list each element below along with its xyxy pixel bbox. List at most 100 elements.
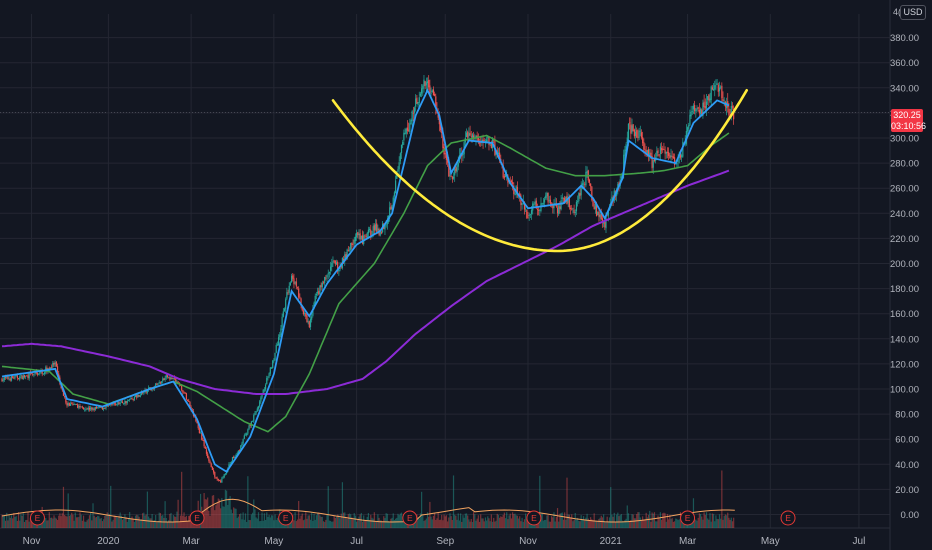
currency-button[interactable]: USD bbox=[900, 5, 926, 20]
candle-body bbox=[345, 254, 347, 259]
candle-body bbox=[220, 480, 222, 483]
candle-body bbox=[106, 405, 108, 407]
ema-fast-line bbox=[1, 88, 730, 474]
candle-body bbox=[638, 130, 640, 138]
volume-bar bbox=[301, 513, 303, 528]
volume-bar bbox=[19, 520, 21, 528]
volume-bar bbox=[482, 518, 484, 528]
candle-body bbox=[551, 203, 553, 205]
volume-bar bbox=[257, 512, 260, 528]
volume-bar bbox=[429, 501, 431, 528]
volume-bar bbox=[431, 519, 433, 528]
candle-body bbox=[90, 407, 92, 410]
candle-body bbox=[593, 206, 595, 209]
volume-bar bbox=[324, 521, 326, 528]
volume-bar bbox=[663, 512, 665, 528]
volume-bar bbox=[486, 520, 488, 528]
candle-body bbox=[69, 403, 72, 406]
candle-body bbox=[130, 398, 132, 400]
candle-body bbox=[246, 433, 248, 436]
volume-bar bbox=[610, 487, 612, 528]
volume-bar bbox=[601, 517, 604, 528]
earnings-marker-label: E bbox=[407, 513, 413, 523]
cup-pattern-drawing[interactable] bbox=[331, 89, 748, 253]
candle-body bbox=[68, 403, 70, 406]
candle-body bbox=[442, 132, 444, 148]
candle-body bbox=[376, 223, 378, 232]
volume-bar bbox=[223, 506, 225, 528]
candle-body bbox=[658, 154, 660, 156]
price-axis[interactable]: 0.00 20.00 40.00 60.00 80.00 100.00 120.00 140.… bbox=[890, 33, 919, 521]
candle-body bbox=[723, 100, 725, 102]
candle-body bbox=[28, 373, 30, 379]
candle-body bbox=[707, 96, 709, 100]
candle-body bbox=[450, 175, 452, 177]
volume-bar bbox=[69, 515, 72, 528]
volume-bar bbox=[256, 518, 258, 528]
candle-body bbox=[429, 85, 431, 93]
candle-body bbox=[651, 156, 653, 169]
volume-bar bbox=[508, 515, 510, 528]
volume-bar bbox=[458, 520, 461, 528]
volume-bar bbox=[262, 520, 264, 528]
volume-bar bbox=[216, 502, 218, 528]
volume-bar bbox=[364, 520, 366, 528]
candle-body bbox=[12, 376, 14, 378]
volume-bar bbox=[353, 513, 355, 528]
candle-body bbox=[402, 141, 404, 146]
candle-body bbox=[331, 262, 333, 268]
cup-curve bbox=[331, 89, 748, 253]
candle-body bbox=[483, 140, 485, 142]
candle-body bbox=[367, 229, 370, 234]
volume-bar bbox=[273, 520, 275, 528]
candle-body bbox=[653, 159, 656, 162]
candle-body bbox=[94, 407, 96, 410]
candle-body bbox=[428, 79, 430, 88]
volume-bar bbox=[184, 516, 186, 528]
x-tick-label: Sep bbox=[436, 536, 454, 547]
volume-bar bbox=[334, 517, 336, 528]
volume-bar bbox=[130, 518, 132, 528]
candle-body bbox=[409, 123, 411, 133]
earnings-marker-circle bbox=[526, 510, 542, 526]
volume-bar bbox=[442, 520, 444, 528]
candle-body bbox=[547, 193, 549, 203]
candle-body bbox=[389, 207, 391, 216]
volume-bar bbox=[714, 521, 716, 528]
candle-body bbox=[546, 192, 548, 197]
candle-body bbox=[390, 206, 392, 210]
volume-bar bbox=[71, 512, 73, 528]
candle-body bbox=[516, 187, 518, 194]
volume-bar bbox=[165, 517, 167, 528]
candle-body bbox=[561, 197, 563, 199]
volume-bar bbox=[292, 514, 294, 528]
volume-bar bbox=[28, 521, 30, 528]
volume-bar bbox=[697, 517, 699, 528]
candle-body bbox=[66, 402, 68, 406]
time-axis[interactable]: Nov 2020 Mar May Jul Sep Nov 2021 Mar May Jul bbox=[23, 536, 866, 547]
candle-body bbox=[675, 163, 677, 165]
volume-bar bbox=[306, 518, 308, 528]
candle-body bbox=[142, 392, 144, 394]
volume-bar bbox=[463, 517, 465, 528]
volume-bar bbox=[320, 516, 322, 528]
candle-body bbox=[682, 141, 684, 157]
earnings-marker-circle bbox=[680, 510, 696, 526]
volume-bar bbox=[553, 512, 555, 528]
candle-body bbox=[686, 127, 689, 132]
candle-body bbox=[454, 168, 456, 176]
volume-bar bbox=[434, 513, 436, 528]
earnings-marker-label: E bbox=[194, 513, 200, 523]
volume-bar bbox=[376, 521, 378, 528]
volume-bar bbox=[605, 521, 607, 528]
volume-bar bbox=[123, 518, 125, 528]
volume-bar bbox=[716, 518, 718, 528]
volume-bar bbox=[637, 512, 639, 528]
candle-body bbox=[78, 406, 80, 408]
candle-body bbox=[426, 81, 429, 84]
volume-bar bbox=[526, 518, 528, 528]
candle-body bbox=[329, 266, 332, 271]
candle-body bbox=[634, 131, 637, 136]
